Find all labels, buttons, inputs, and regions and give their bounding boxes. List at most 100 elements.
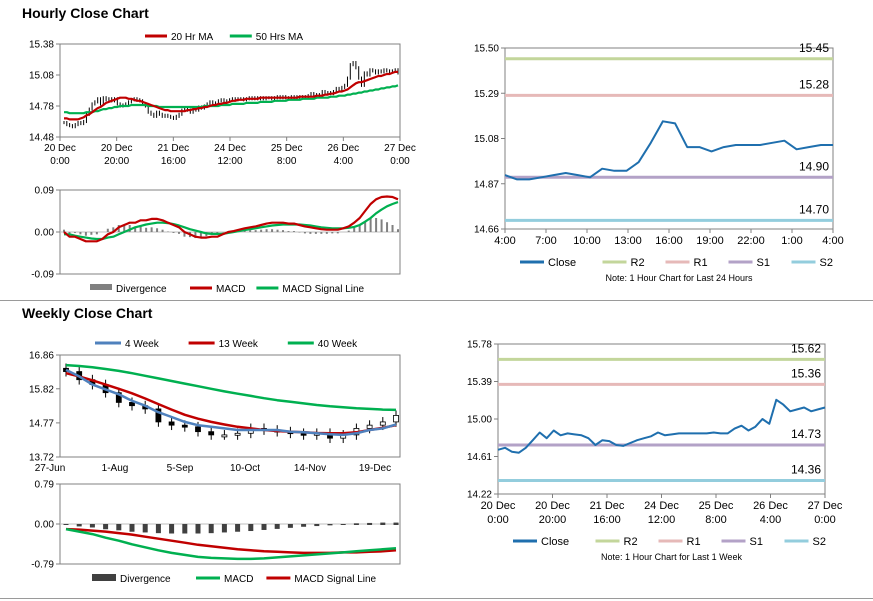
divergence-bar: [301, 524, 307, 527]
hourly-price-xtick-label: 24 Dec: [214, 143, 246, 154]
candle-body: [393, 415, 399, 423]
level-label-r1: 15.36: [791, 366, 821, 380]
legend-label: 4 Week: [125, 339, 160, 350]
divergence-bar: [221, 524, 227, 533]
hourly-levels-xtick-label: 16:00: [655, 235, 683, 247]
level-label-s2: 14.36: [791, 463, 821, 477]
divergence-bar: [103, 524, 109, 530]
hourly-price-xtick-label: 16:00: [161, 156, 186, 167]
divergence-bar: [116, 524, 122, 531]
legend-label: MACD: [224, 574, 253, 585]
weekly-macd-ytick-label: -0.79: [31, 560, 54, 571]
macd-line: [63, 195, 399, 243]
hourly-section-title: Hourly Close Chart: [22, 5, 149, 21]
weekly-price-ytick-label: 16.86: [29, 351, 54, 362]
weekly-levels-ytick-label: 15.39: [467, 377, 492, 388]
candle-body: [366, 424, 373, 429]
weekly-macd-chart: 0.79 0.00 -0.79 Divergence MACD MACD Signal L…: [31, 480, 401, 585]
weekly-levels-xtick-label: 0:00: [814, 514, 835, 526]
weekly-price-chart: 16.86 15.82 14.77 13.72 4 Week 13 Week 40 Week…: [29, 339, 401, 474]
weekly-price-xtick-label: 14-Nov: [294, 463, 326, 474]
legend-label: Close: [541, 536, 569, 548]
legend-label: Divergence: [120, 574, 171, 585]
divergence-bar: [129, 524, 135, 532]
weekly-levels-xtick-label: 20:00: [539, 514, 567, 526]
hourly-levels-xtick-label: 13:00: [614, 235, 642, 247]
weekly-levels-xtick-label: 25 Dec: [699, 500, 734, 512]
hourly-levels-ytick-label: 14.87: [474, 179, 499, 190]
candle-body: [129, 402, 135, 407]
weekly-levels-ytick-label: 15.00: [467, 415, 492, 426]
ma40-line: [65, 363, 397, 412]
weekly-price-xtick-label: 10-Oct: [230, 463, 260, 474]
hourly-levels-ytick-label: 15.29: [474, 89, 499, 100]
weekly-levels-xtick-label: 12:00: [648, 514, 676, 526]
divergence-bar: [367, 522, 373, 525]
divergence-bar: [155, 524, 161, 534]
divergence-bar: [142, 524, 148, 533]
legend-label: MACD Signal Line: [282, 284, 364, 295]
level-label-r1: 15.28: [799, 77, 829, 91]
macd-line: [65, 527, 397, 561]
weekly-price-ytick-label: 13.72: [29, 453, 54, 464]
legend-label: S2: [820, 257, 833, 269]
divergence-bar: [380, 522, 386, 525]
divergence-bar: [261, 524, 267, 530]
hourly-price-ytick-label: 15.08: [29, 71, 54, 82]
hourly-price-ytick-label: 14.78: [29, 102, 54, 113]
hourly-levels-xtick-label: 19:00: [696, 235, 724, 247]
hourly-price-xtick-label: 8:00: [277, 156, 297, 167]
level-label-s1: 14.90: [799, 159, 829, 173]
hourly-levels-xtick-label: 1:00: [781, 235, 802, 247]
weekly-levels-ytick-label: 14.22: [467, 490, 492, 501]
weekly-levels-ytick-label: 15.78: [467, 340, 492, 351]
weekly-price-xtick-label: 1-Aug: [102, 463, 129, 474]
hourly-levels-xtick-label: 4:00: [822, 235, 843, 247]
legend-label: 13 Week: [219, 339, 259, 350]
level-label-r2: 15.45: [799, 41, 829, 55]
signal-line: [64, 201, 399, 241]
weekly-price-plot-frame: [59, 354, 401, 458]
legend-label: MACD: [216, 284, 245, 295]
candle-body: [379, 421, 386, 426]
divergence-bar: [353, 523, 359, 525]
legend-swatch: [92, 574, 116, 581]
weekly-price-xtick-label: 27-Jun: [35, 463, 66, 474]
chart-note: Note: 1 Hour Chart for Last 24 Hours: [605, 273, 753, 283]
candle-body: [181, 424, 188, 428]
legend-label: 40 Week: [318, 339, 358, 350]
legend-label: R1: [694, 257, 708, 269]
hourly-levels-xtick-label: 4:00: [494, 235, 515, 247]
divergence-bar: [327, 524, 333, 526]
legend-label: R2: [631, 257, 645, 269]
candle-body: [221, 434, 228, 438]
divergence-bar: [248, 524, 254, 532]
legend-label: MACD Signal Line: [294, 574, 376, 585]
divergence-bar: [195, 524, 201, 534]
hourly-price-xtick-label: 25 Dec: [271, 143, 303, 154]
legend-label: S1: [757, 257, 770, 269]
hourly-macd-ytick-label: 0.09: [35, 186, 55, 197]
weekly-levels-chart: 15.78 15.39 15.00 14.61 14.22 15.62 15.36 14.73…: [467, 340, 843, 563]
level-label-s2: 14.70: [799, 202, 829, 216]
weekly-levels-xtick-label: 20 Dec: [481, 500, 516, 512]
divergence-bar: [208, 524, 214, 534]
hourly-levels-xtick-label: 10:00: [573, 235, 601, 247]
legend-label: S2: [813, 536, 826, 548]
legend-label: R2: [624, 536, 638, 548]
close-line: [497, 398, 826, 454]
hourly-price-xtick-label: 0:00: [390, 156, 410, 167]
divergence-bar: [235, 524, 241, 532]
hourly-price-xtick-label: 21 Dec: [157, 143, 189, 154]
candle-body: [115, 392, 122, 403]
weekly-levels-xtick-label: 24 Dec: [644, 500, 679, 512]
legend-swatch: [90, 284, 112, 290]
hourly-levels-ytick-label: 14.66: [474, 225, 499, 236]
level-label-s1: 14.73: [791, 427, 821, 441]
divergence-bar: [76, 524, 82, 527]
hourly-levels-ytick-label: 15.50: [474, 44, 499, 55]
weekly-levels-plot-frame: [497, 343, 826, 495]
hourly-macd-chart: 0.09 0.00 -0.09 Divergence MACD MACD Signal L…: [31, 186, 401, 295]
divergence-bar: [274, 524, 280, 529]
hourly-price-chart: 15.38 15.08 14.78 14.48 20 Hr MA 50 Hrs MA 20 …: [29, 32, 416, 167]
